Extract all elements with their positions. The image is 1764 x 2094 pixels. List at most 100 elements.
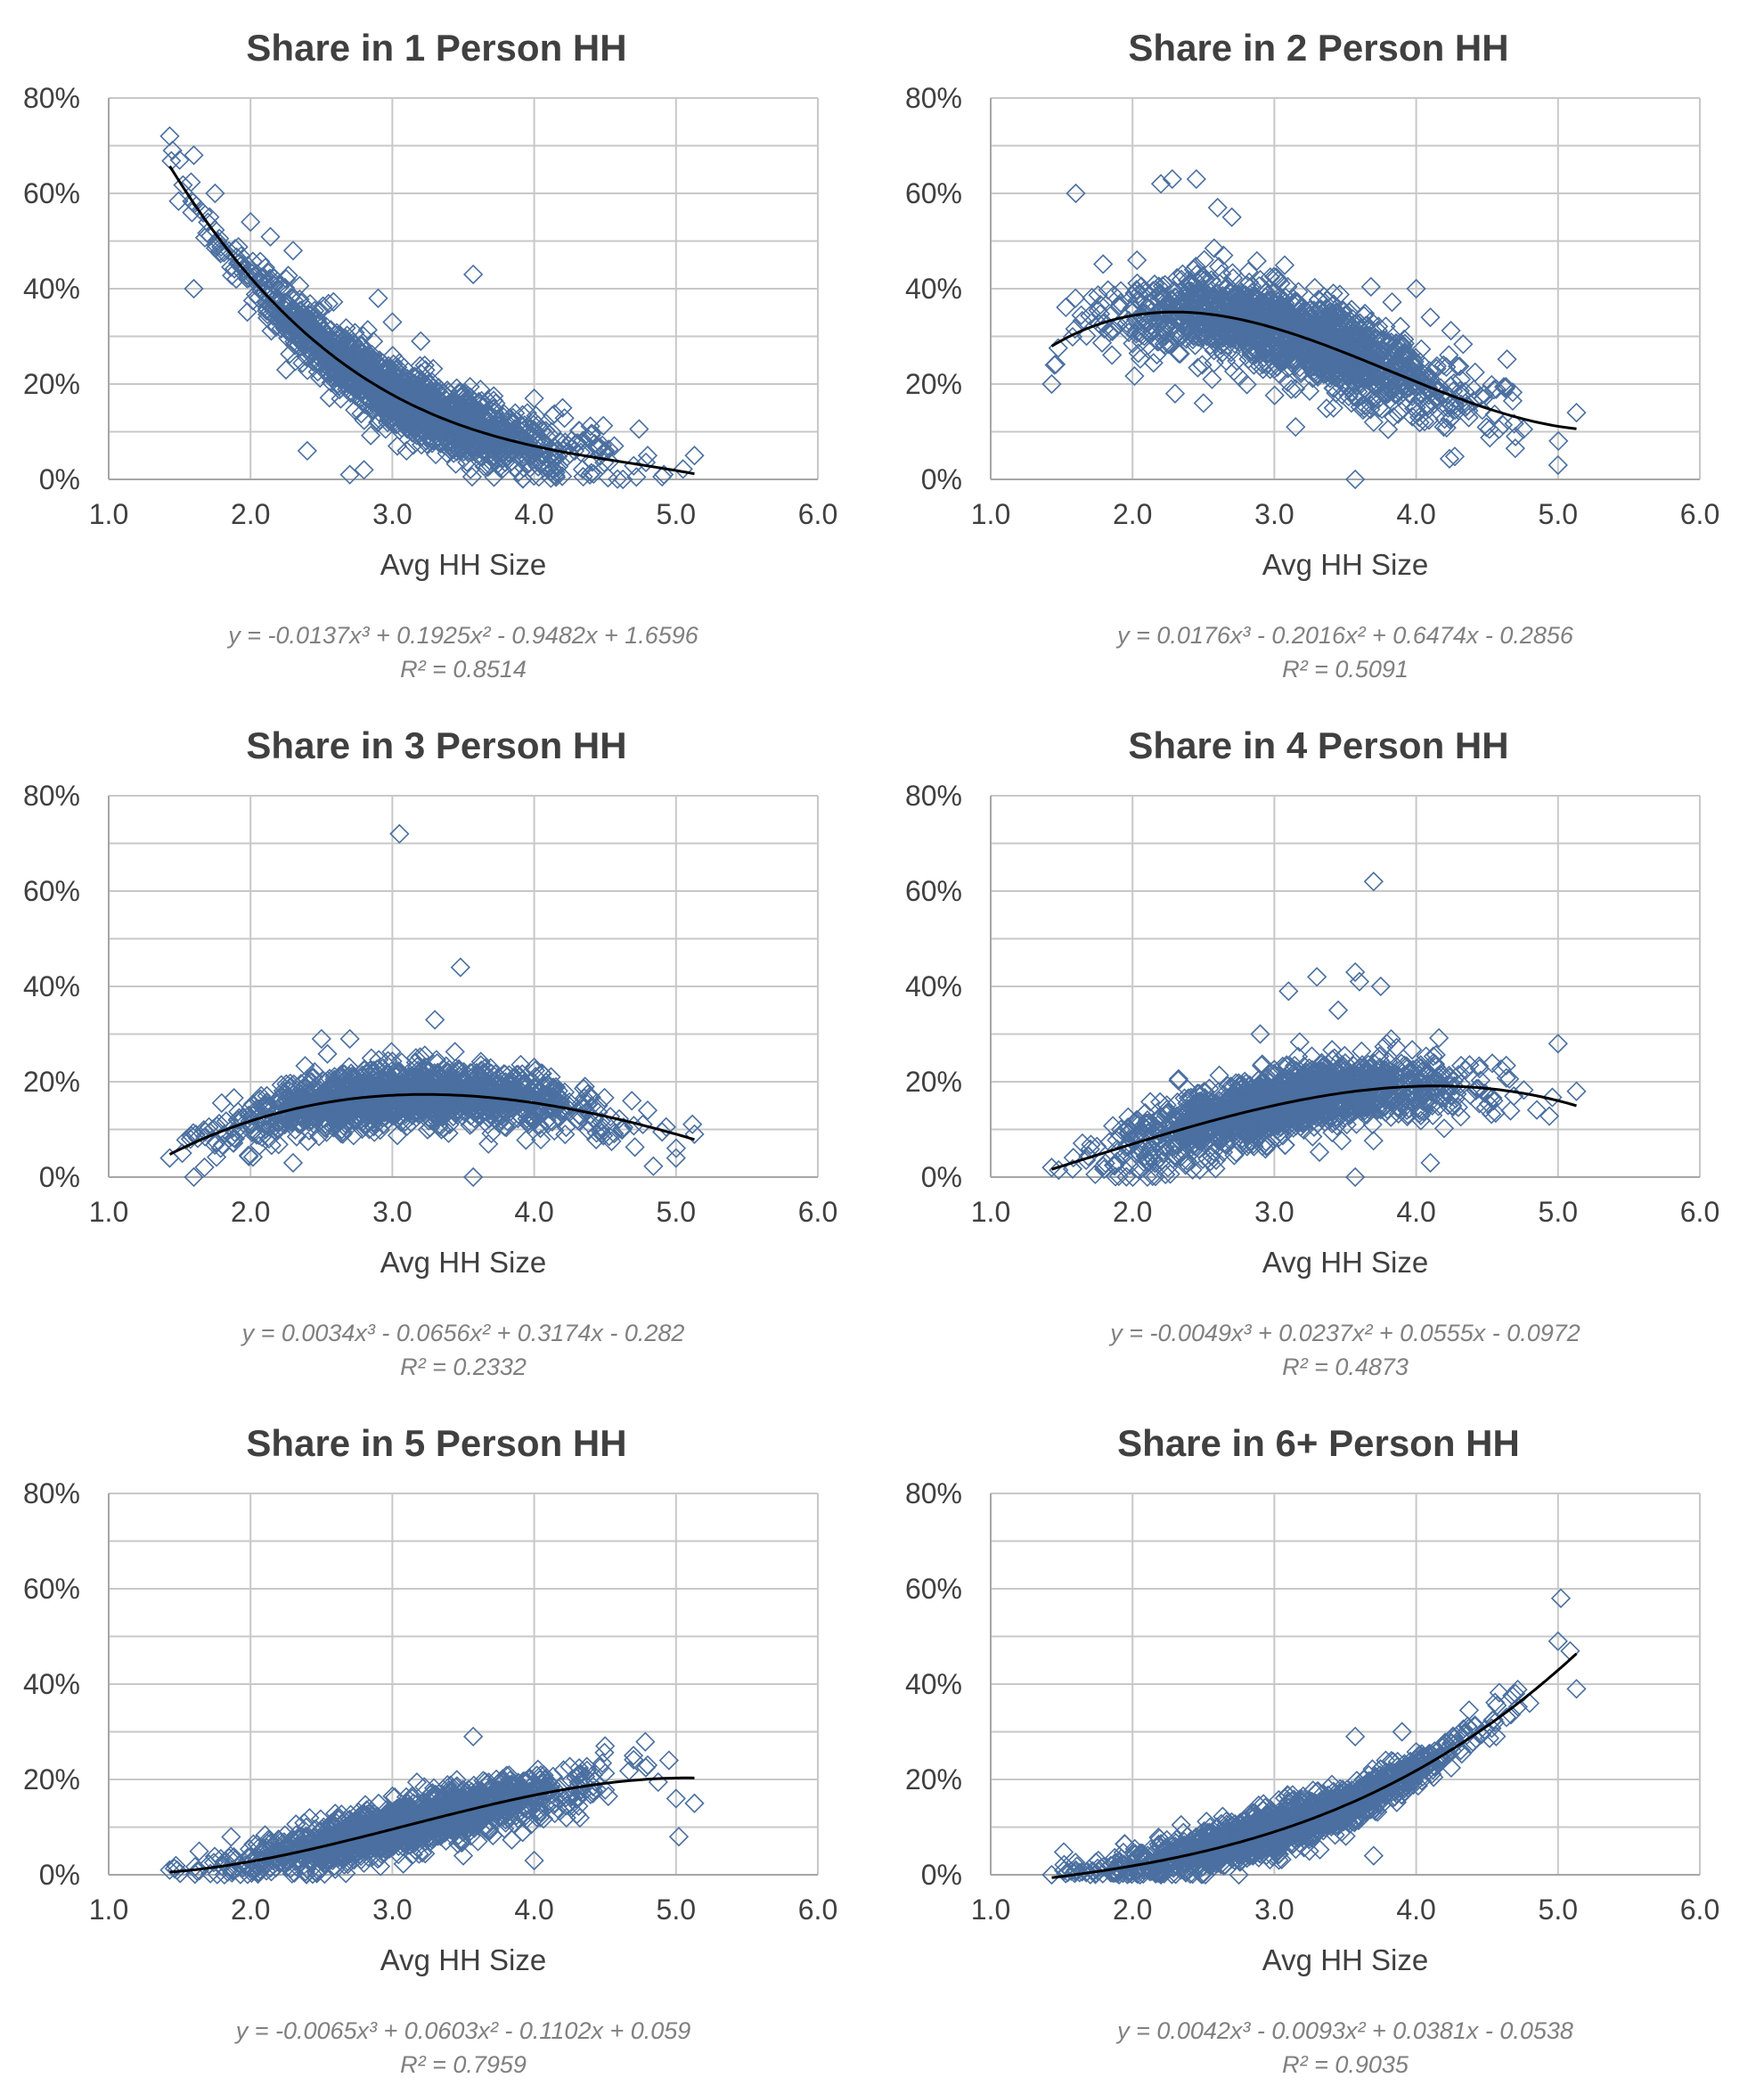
data-point [1266,267,1286,288]
data-point [411,1100,431,1120]
chart-title: Share in 3 Person HH [246,724,626,766]
data-point [1391,401,1411,421]
data-point [1444,395,1466,415]
chart-title: Share in 2 Person HH [1128,27,1508,69]
data-point [1270,273,1291,294]
x-tick-label: 6.0 [798,1196,837,1228]
data-point [1548,454,1568,476]
data-point [181,172,201,192]
data-point [1398,356,1418,377]
data-point [255,258,275,278]
data-point [522,444,543,464]
data-point [394,357,414,378]
data-point [208,231,228,252]
data-point [633,1114,653,1135]
data-point [238,1145,259,1166]
data-point [541,1067,561,1087]
data-point [1089,313,1109,333]
data-point [339,1028,360,1049]
x-tick-label: 3.0 [1254,498,1294,530]
y-tick-label: 20% [23,1066,80,1098]
y-tick-label: 40% [23,273,80,305]
data-point [541,468,561,488]
data-point [1366,378,1386,398]
data-point [249,1125,269,1146]
data-point [534,433,555,454]
data-point [1044,355,1065,375]
data-point [577,428,598,448]
data-point [364,1122,385,1142]
data-point [444,421,464,441]
data-point [378,1109,398,1130]
data-point [1198,285,1219,306]
data-point [1090,294,1111,315]
data-point [328,1098,348,1118]
data-point [1066,183,1086,204]
data-point [1192,355,1213,375]
x-tick-label: 5.0 [657,1196,696,1228]
data-point [1368,389,1389,410]
data-point [184,278,204,299]
data-point [357,355,378,375]
data-point [1063,1148,1083,1168]
data-point [1504,413,1524,434]
data-point [1373,329,1393,350]
data-point [546,467,567,487]
y-tick-label: 60% [23,177,80,209]
data-point [353,1111,373,1132]
data-point [516,1130,536,1150]
data-point [613,1117,634,1138]
data-point [1164,325,1185,346]
data-point [1382,291,1402,313]
data-point [485,1064,506,1084]
data-point [1169,307,1189,329]
chart-title: Share in 1 Person HH [246,27,626,69]
data-point [1496,376,1516,397]
data-point [239,267,259,289]
x-tick-label: 1.0 [89,498,128,530]
data-point [470,1087,490,1108]
data-point [1257,354,1278,374]
x-tick-label: 4.0 [514,498,553,530]
data-point [184,145,204,166]
data-point [524,388,544,409]
data-point [461,1114,482,1134]
data-point [1371,339,1392,360]
trendline-equation: y = 0.0034x³ - 0.0656x² + 0.3174x - 0.28… [241,1320,685,1346]
data-point [1186,168,1206,190]
data-point [309,352,330,372]
r-squared-label: R² = 0.5091 [1282,656,1409,683]
data-point [564,440,585,462]
data-point [629,419,649,439]
data-point [361,390,381,411]
data-point [1188,327,1209,348]
data-point [1160,1164,1180,1184]
data-point [380,385,401,405]
data-point [1286,332,1306,353]
data-point [280,1073,300,1093]
x-tick-label: 1.0 [971,498,1010,530]
data-point [1426,358,1447,379]
data-point [478,435,498,455]
y-tick-label: 0% [921,463,962,495]
data-point [453,1067,473,1087]
data-point [363,1105,383,1125]
data-point [205,183,225,204]
data-point [1329,284,1351,305]
data-point [1345,469,1366,490]
data-point [1360,395,1381,415]
data-point [535,421,556,441]
data-point [290,275,310,296]
data-point [414,1045,435,1066]
data-point [568,1110,589,1132]
data-point [585,1129,607,1149]
data-point [1420,307,1441,328]
chart-panel-3-person: Share in 3 Person HH 0% 20% 40% 60% 80% 1.0 2.0… [0,698,882,1395]
data-point [1116,313,1137,333]
data-point [1394,374,1416,395]
data-point [1325,328,1345,348]
data-point [410,1047,430,1067]
data-point [1286,379,1306,399]
data-point [228,236,249,258]
x-tick-label: 6.0 [1680,498,1719,530]
